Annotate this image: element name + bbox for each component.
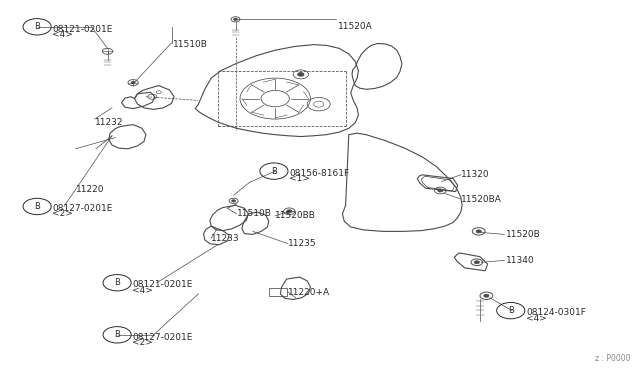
Text: <4>: <4>	[132, 286, 154, 295]
Circle shape	[131, 81, 135, 84]
Text: 11340: 11340	[506, 256, 534, 265]
Text: 11220+A: 11220+A	[288, 288, 330, 296]
Circle shape	[156, 91, 161, 94]
Circle shape	[476, 230, 481, 233]
Text: 11235: 11235	[288, 239, 317, 248]
Circle shape	[234, 18, 237, 20]
Text: 11520B: 11520B	[506, 230, 540, 239]
Text: <4>: <4>	[52, 30, 74, 39]
Text: <2>: <2>	[132, 338, 154, 347]
Text: 08121-0201E: 08121-0201E	[132, 280, 193, 289]
Text: B: B	[271, 167, 277, 176]
Text: 11510B: 11510B	[237, 209, 271, 218]
Text: B: B	[114, 278, 120, 287]
Text: 08127-0201E: 08127-0201E	[132, 333, 193, 341]
Text: z : P0000: z : P0000	[595, 354, 630, 363]
Text: 11233: 11233	[211, 234, 240, 243]
Text: 11220: 11220	[76, 185, 104, 194]
Text: B: B	[34, 202, 40, 211]
Text: 11520BA: 11520BA	[461, 195, 502, 203]
Text: 11232: 11232	[95, 118, 124, 127]
Text: 11320: 11320	[461, 170, 490, 179]
Text: B: B	[114, 330, 120, 339]
Circle shape	[298, 73, 304, 76]
Text: <4>: <4>	[526, 314, 547, 323]
Circle shape	[287, 210, 292, 213]
Text: 08127-0201E: 08127-0201E	[52, 204, 113, 213]
Circle shape	[232, 200, 236, 202]
Text: <2>: <2>	[52, 209, 74, 218]
Text: 11510B: 11510B	[173, 40, 207, 49]
Text: <1>: <1>	[289, 174, 310, 183]
Text: 08156-8161F: 08156-8161F	[289, 169, 349, 178]
Text: 08121-0201E: 08121-0201E	[52, 25, 113, 33]
Text: B: B	[34, 22, 40, 31]
Text: 08124-0301F: 08124-0301F	[526, 308, 586, 317]
Text: 11520A: 11520A	[338, 22, 372, 31]
Text: 11520BB: 11520BB	[275, 211, 316, 220]
Circle shape	[484, 294, 489, 297]
Circle shape	[438, 189, 443, 192]
Circle shape	[474, 261, 479, 264]
Text: B: B	[508, 306, 514, 315]
